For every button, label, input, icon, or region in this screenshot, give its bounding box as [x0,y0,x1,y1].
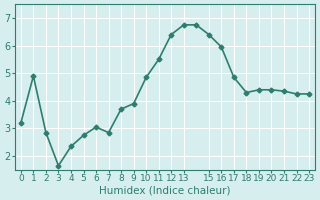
X-axis label: Humidex (Indice chaleur): Humidex (Indice chaleur) [99,186,231,196]
